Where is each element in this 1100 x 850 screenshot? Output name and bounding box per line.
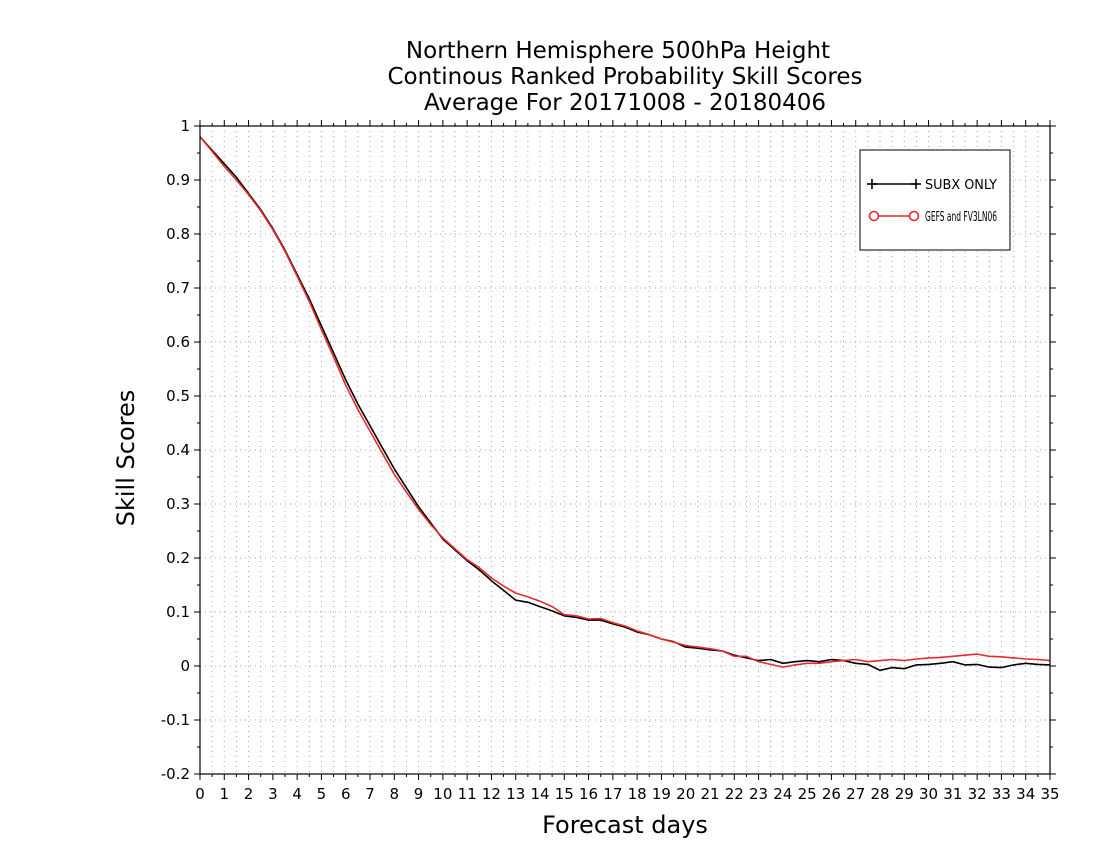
y-tick-label: 0.4 bbox=[166, 441, 190, 459]
y-tick-label: 0.8 bbox=[166, 225, 190, 243]
x-tick-label: 16 bbox=[579, 785, 598, 803]
legend-circle-marker bbox=[868, 210, 880, 222]
x-tick-label: 34 bbox=[1016, 785, 1035, 803]
grid-lines bbox=[200, 126, 1050, 774]
x-tick-label: 25 bbox=[798, 785, 817, 803]
y-axis-label: Skill Scores bbox=[112, 390, 140, 527]
chart-title-line-1: Northern Hemisphere 500hPa Height bbox=[406, 38, 830, 64]
series-line-gefs-fv3 bbox=[199, 136, 1051, 668]
chart-title: Northern Hemisphere 500hPa Height Contin… bbox=[387, 38, 862, 116]
legend-box bbox=[859, 149, 1011, 251]
y-tick-label: 0 bbox=[180, 657, 190, 675]
y-tick-label: 0.7 bbox=[166, 279, 190, 297]
x-tick-label: 12 bbox=[482, 785, 501, 803]
x-tick-label: 27 bbox=[846, 785, 865, 803]
x-tick-label: 18 bbox=[628, 785, 647, 803]
x-tick-label: 11 bbox=[458, 785, 477, 803]
series-lines bbox=[199, 136, 1051, 672]
x-tick-label: 6 bbox=[341, 785, 351, 803]
x-tick-label: 3 bbox=[268, 785, 278, 803]
y-axis: -0.2 -0.1 0 0.1 0.2 0.3 0.4 0.5 0.6 0.7 0.8 0.9 1 bbox=[161, 117, 1056, 783]
y-tick-label: 0.1 bbox=[166, 603, 190, 621]
x-tick-label: 5 bbox=[317, 785, 327, 803]
x-tick-label: 1 bbox=[220, 785, 230, 803]
y-tick-label: 0.2 bbox=[166, 549, 190, 567]
y-tick-label: -0.1 bbox=[161, 711, 190, 729]
y-tick-label: 1 bbox=[180, 117, 190, 135]
x-tick-label: 7 bbox=[365, 785, 375, 803]
x-tick-label: 28 bbox=[870, 785, 889, 803]
legend-label-0: SUBX ONLY bbox=[925, 178, 998, 193]
x-axis-label: Forecast days bbox=[542, 811, 708, 839]
x-tick-label: 32 bbox=[968, 785, 987, 803]
x-tick-label: 29 bbox=[895, 785, 914, 803]
x-axis: 0 1 2 3 4 5 6 7 8 9 10 11 12 13 14 15 16 17 18 19 20 21 22 23 24… bbox=[195, 120, 1060, 803]
y-tick-label: 0.6 bbox=[166, 333, 190, 351]
x-tick-label: 13 bbox=[506, 785, 525, 803]
x-tick-label: 15 bbox=[555, 785, 574, 803]
x-tick-label: 2 bbox=[244, 785, 254, 803]
y-tick-label: -0.2 bbox=[161, 765, 190, 783]
x-tick-label: 0 bbox=[195, 785, 205, 803]
legend-label-1: GEFS and FV3LN06 bbox=[925, 210, 997, 225]
y-tick-label: 0.5 bbox=[166, 387, 190, 405]
x-tick-label: 35 bbox=[1040, 785, 1059, 803]
x-tick-label: 4 bbox=[292, 785, 302, 803]
y-tick-label: 0.9 bbox=[166, 171, 190, 189]
chart-title-line-2: Continous Ranked Probability Skill Score… bbox=[387, 64, 862, 90]
x-tick-label: 33 bbox=[992, 785, 1011, 803]
x-tick-label: 9 bbox=[414, 785, 424, 803]
legend-entries: SUBX ONLY GEFS and FV3LN06 bbox=[867, 178, 998, 225]
x-tick-label: 10 bbox=[433, 785, 452, 803]
legend: SUBX ONLY GEFS and FV3LN06 bbox=[859, 149, 1011, 251]
y-tick-label: 0.3 bbox=[166, 495, 190, 513]
series-line-subx-only bbox=[199, 136, 1051, 672]
x-tick-label: 22 bbox=[725, 785, 744, 803]
x-tick-label: 20 bbox=[676, 785, 695, 803]
x-tick-label: 24 bbox=[773, 785, 792, 803]
x-tick-label: 30 bbox=[919, 785, 938, 803]
x-tick-label: 21 bbox=[700, 785, 719, 803]
legend-circle-marker bbox=[908, 210, 920, 222]
x-tick-label: 19 bbox=[652, 785, 671, 803]
x-tick-label: 14 bbox=[530, 785, 549, 803]
x-tick-label: 26 bbox=[822, 785, 841, 803]
x-tick-label: 8 bbox=[390, 785, 400, 803]
x-tick-label: 31 bbox=[943, 785, 962, 803]
chart-title-line-3: Average For 20171008 - 20180406 bbox=[424, 90, 826, 116]
x-tick-label: 17 bbox=[603, 785, 622, 803]
x-tick-label: 23 bbox=[749, 785, 768, 803]
